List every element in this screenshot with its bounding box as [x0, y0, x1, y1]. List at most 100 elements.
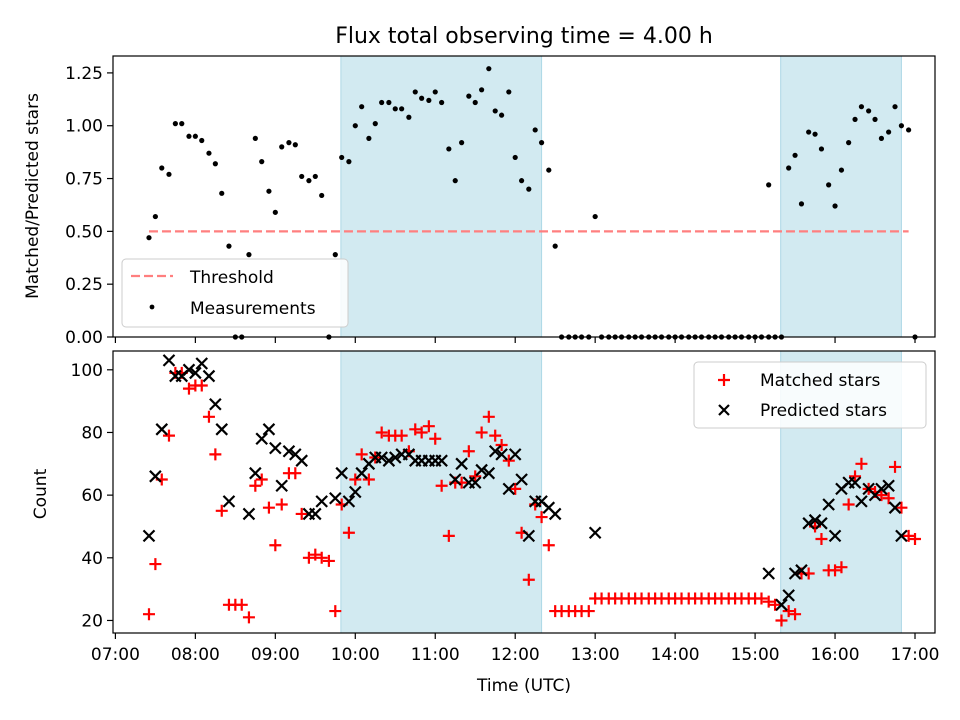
predicted-star-point: [155, 423, 169, 436]
predicted-star-point: [448, 473, 462, 486]
shaded-interval-2: [780, 55, 902, 338]
matched-star-point: [162, 429, 175, 442]
matched-star-point: [769, 598, 782, 611]
predicted-star-point: [149, 470, 162, 483]
measurement-point: [146, 235, 152, 241]
matched-star-point: [502, 454, 515, 467]
measurement-points: [146, 66, 918, 340]
matched-star-point: [755, 592, 768, 605]
predicted-star-point: [182, 363, 196, 377]
matched-star-point: [582, 605, 595, 618]
top-axes-frame: [112, 55, 936, 338]
measurement-point: [878, 135, 885, 141]
shaded-interval-1: [340, 55, 543, 338]
matched-star-point: [302, 551, 315, 564]
measurement-point: [852, 116, 858, 122]
measurement-point: [538, 140, 545, 146]
top-y-ticks: 0.00 0.25 0.50 0.75 1.00 1.25: [65, 64, 113, 348]
predicted-star-point: [242, 507, 256, 521]
matched-star-point: [275, 498, 288, 511]
measurement-point: [159, 165, 165, 171]
matched-star-point: [422, 420, 435, 433]
bottom-y-tick-label: 80: [81, 423, 103, 443]
measurement-point: [892, 104, 898, 110]
matched-star-point: [309, 548, 322, 561]
matched-star-point: [362, 473, 375, 486]
measurement-point: [292, 142, 298, 148]
matched-star-point: [522, 573, 535, 586]
measurement-point: [412, 89, 418, 95]
measurement-point: [166, 171, 172, 177]
predicted-star-point: [382, 454, 396, 467]
predicted-star-point: [808, 513, 822, 527]
predicted-star-point: [828, 529, 842, 543]
x-tick-label: 08:00: [171, 645, 220, 665]
matched-star-point: [349, 473, 362, 486]
predicted-star-point: [355, 466, 368, 480]
matched-star-point: [475, 426, 488, 439]
matched-star-point: [469, 470, 482, 483]
matched-star-point: [209, 448, 222, 461]
predicted-star-point: [588, 526, 602, 540]
predicted-star-point: [455, 457, 468, 471]
x-tick-label: 14:00: [651, 645, 700, 665]
measurement-point: [319, 192, 325, 199]
top-y-tick-label: 1.00: [65, 117, 103, 137]
x-tick-label: 09:00: [251, 645, 300, 665]
predicted-star-point: [508, 448, 522, 461]
measurement-point: [512, 154, 518, 161]
bottom-y-tick-label: 100: [71, 361, 103, 381]
measurement-point: [466, 93, 472, 99]
top-panel: 0.00 0.25 0.50 0.75 1.00 1.25 Matched/Predict…: [23, 55, 936, 348]
matched-star-point: [415, 426, 428, 439]
predicted-star-point: [435, 454, 448, 467]
top-x-ticks: [114, 337, 916, 343]
predicted-star-point: [142, 529, 156, 543]
matched-star-point: [215, 504, 228, 517]
predicted-star-point: [875, 482, 888, 496]
predicted-star-point: [202, 369, 216, 383]
matched-star-point: [535, 511, 548, 524]
matched-star-point: [842, 498, 855, 511]
shaded-interval-1: [340, 350, 543, 634]
matched-star-point: [542, 539, 555, 552]
measurement-point: [379, 99, 385, 106]
predicted-star-point: [342, 495, 356, 508]
predicted-star-point: [895, 529, 908, 543]
predicted-star-point: [388, 451, 402, 464]
predicted-star-point: [795, 564, 808, 577]
top-y-tick-label: 0.50: [65, 222, 103, 242]
matched-star-point: [782, 605, 795, 618]
chart-title: Flux total observing time = 4.00 h: [335, 24, 713, 49]
predicted-star-point: [548, 507, 562, 521]
top-y-tick-label: 0.75: [65, 170, 103, 190]
x-tick-label: 10:00: [331, 645, 380, 665]
measurement-point: [858, 104, 865, 110]
matched-star-point: [262, 501, 275, 514]
measurement-point: [452, 178, 458, 184]
measurement-point: [186, 133, 192, 139]
measurement-point: [346, 159, 352, 165]
matched-star-point: [235, 598, 248, 611]
predicted-star-point: [255, 432, 269, 446]
threshold-legend-label: Threshold: [189, 268, 274, 288]
measurement-point: [532, 127, 538, 133]
measurement-point: [359, 104, 365, 110]
matched-star-point: [315, 551, 328, 564]
predicted-star-point: [495, 448, 508, 461]
measurement-point: [826, 182, 832, 188]
measurement-point: [792, 152, 798, 158]
predicted-star-point: [295, 454, 308, 467]
x-tick-label: 16:00: [811, 645, 860, 665]
measurement-point: [812, 131, 818, 137]
measurement-point: [886, 129, 892, 135]
predicted-star-point: [515, 473, 528, 486]
measurement-point: [552, 243, 558, 249]
matched-star-point: [342, 526, 355, 539]
measurement-point: [432, 89, 438, 95]
predicted-star-point: [815, 517, 828, 530]
predicted-star-point: [195, 357, 209, 370]
measurement-point: [472, 99, 478, 106]
measurement-point: [798, 201, 805, 207]
measurement-point: [192, 133, 198, 139]
